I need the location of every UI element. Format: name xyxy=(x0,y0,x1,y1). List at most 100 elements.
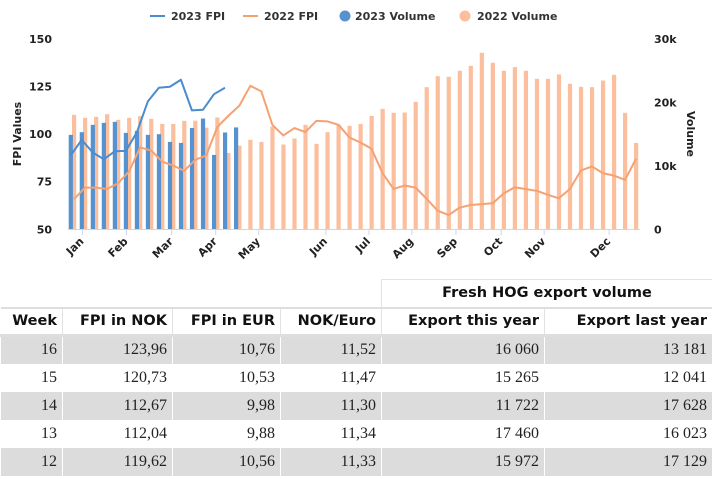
cell-fpi-nok: 112,04 xyxy=(62,419,173,448)
table-row: 14 112,67 9,98 11,30 11 722 17 628 xyxy=(0,391,712,420)
bar-2022-volume xyxy=(182,120,187,230)
y-axis-left: 150 125 100 75 50 xyxy=(29,33,52,236)
table-group-header-row: Fresh HOG export volume xyxy=(0,279,712,309)
y-tick-label-right: 10k xyxy=(654,160,677,173)
fpi-volume-chart: 2023 FPI 2022 FPI 2023 Volume 2022 Volum… xyxy=(11,10,697,262)
cell-nok-euro: 11,30 xyxy=(280,391,382,420)
bar-2022-volume xyxy=(446,76,451,230)
bar-2022-volume xyxy=(171,123,176,230)
bar-2022-volume xyxy=(578,86,584,230)
cell-week: 15 xyxy=(0,363,63,392)
bar-2022-volume xyxy=(545,78,551,230)
x-tick-label: Oct xyxy=(481,235,505,259)
cell-nok-euro: 11,52 xyxy=(280,335,382,364)
legend-item-2023-fpi[interactable]: 2023 FPI xyxy=(150,10,225,23)
bar-2022-volume xyxy=(556,74,562,230)
cell-export-this-year: 17 460 xyxy=(381,419,545,448)
bar-2023-volume xyxy=(123,132,128,230)
cell-fpi-eur: 9,98 xyxy=(172,391,281,420)
x-tick-label: Feb xyxy=(106,235,131,260)
table-header-row: Week FPI in NOK FPI in EUR NOK/Euro Expo… xyxy=(0,307,712,337)
table-row: 12 119,62 10,56 11,33 15 972 17 129 xyxy=(0,447,712,476)
bar-2022-volume xyxy=(589,87,595,230)
y-tick-label-right: 30k xyxy=(654,33,677,46)
bar-2023-volume xyxy=(167,141,173,230)
bar-2023-volume xyxy=(222,132,228,230)
cell-export-this-year: 16 060 xyxy=(381,335,545,364)
bar-2022-volume xyxy=(105,114,110,230)
bar-2022-volume xyxy=(611,74,617,230)
line-2022-fpi xyxy=(73,84,637,217)
cell-export-this-year: 15 972 xyxy=(381,447,545,476)
cell-fpi-nok: 120,73 xyxy=(62,363,173,392)
bar-2022-volume xyxy=(402,112,407,230)
chart-legend: 2023 FPI 2022 FPI 2023 Volume 2022 Volum… xyxy=(150,10,557,23)
legend-item-2023-volume[interactable]: 2023 Volume xyxy=(339,10,436,23)
bar-2023-volume xyxy=(134,130,140,230)
cell-export-last-year: 17 129 xyxy=(544,447,712,476)
cell-export-this-year: 11 722 xyxy=(381,391,545,420)
y-tick-label-right: 0 xyxy=(654,223,662,236)
cell-nok-euro: 11,34 xyxy=(280,419,382,448)
bar-2022-volume xyxy=(523,70,529,230)
col-header-export-last-year: Export last year xyxy=(544,307,712,337)
bar-2022-volume xyxy=(226,152,231,230)
bar-2023-volume xyxy=(189,127,195,230)
bar-2022-volume xyxy=(567,83,573,230)
bar-2022-volume xyxy=(490,62,495,230)
x-tick-label: Aug xyxy=(390,235,416,261)
cell-nok-euro: 11,47 xyxy=(280,363,382,392)
bar-2022-volume xyxy=(391,112,396,230)
legend-item-2022-volume[interactable]: 2022 Volume xyxy=(459,10,558,23)
cell-export-last-year: 12 041 xyxy=(544,363,712,392)
bar-2022-volume xyxy=(160,123,165,230)
bar-2022-volume xyxy=(149,118,154,230)
bar-2022-volume xyxy=(457,70,462,230)
bar-2022-volume xyxy=(413,101,418,230)
y-tick-label-left: 100 xyxy=(29,128,52,141)
table-row: 13 112,04 9,88 11,34 17 460 16 023 xyxy=(0,419,712,448)
bars-layer xyxy=(68,52,639,230)
bar-2022-volume xyxy=(380,108,385,230)
y-tick-label-left: 50 xyxy=(37,223,53,236)
bar-2022-volume xyxy=(281,144,286,230)
table-group-header-export: Fresh HOG export volume xyxy=(381,279,712,309)
bar-2023-volume xyxy=(200,118,206,230)
col-header-fpi-nok: FPI in NOK xyxy=(62,307,173,337)
bar-2022-volume xyxy=(600,80,606,230)
bar-2023-volume xyxy=(211,154,217,230)
bar-2022-volume xyxy=(248,139,253,230)
cell-fpi-eur: 10,56 xyxy=(172,447,281,476)
bar-2023-volume xyxy=(112,121,117,230)
x-tick-label: Nov xyxy=(522,234,549,261)
fpi-table: Fresh HOG export volume Week FPI in NOK … xyxy=(0,279,712,476)
cell-fpi-eur: 10,53 xyxy=(172,363,281,392)
cell-export-last-year: 16 023 xyxy=(544,419,712,448)
y-tick-label-right: 20k xyxy=(654,96,677,109)
cell-nok-euro: 11,33 xyxy=(280,447,382,476)
bar-2023-volume xyxy=(68,134,73,230)
bar-2022-volume xyxy=(127,117,132,230)
bar-2022-volume xyxy=(358,123,363,230)
bar-2022-volume xyxy=(501,70,506,230)
bar-2022-volume xyxy=(83,117,88,230)
bar-2022-volume xyxy=(270,126,275,230)
col-header-export-this-year: Export this year xyxy=(381,307,545,337)
bar-2022-volume xyxy=(237,145,242,230)
x-tick-label: Jul xyxy=(352,235,373,256)
x-tick-label: Apr xyxy=(195,235,220,260)
bar-2022-volume xyxy=(94,116,99,230)
bar-2023-volume xyxy=(178,142,184,230)
y-tick-label-left: 75 xyxy=(37,176,52,189)
cell-export-last-year: 17 628 xyxy=(544,391,712,420)
bar-2022-volume xyxy=(138,116,143,230)
bar-2022-volume xyxy=(468,65,473,230)
bar-2022-volume xyxy=(534,78,540,230)
table-row: 15 120,73 10,53 11,47 15 265 12 041 xyxy=(0,363,712,392)
col-header-fpi-eur: FPI in EUR xyxy=(172,307,281,337)
cell-fpi-eur: 10,76 xyxy=(172,335,281,364)
lines-layer xyxy=(69,78,637,217)
x-tick-label: Mar xyxy=(150,235,176,261)
legend-item-2022-fpi[interactable]: 2022 FPI xyxy=(243,10,318,23)
bar-2023-volume xyxy=(234,127,239,230)
